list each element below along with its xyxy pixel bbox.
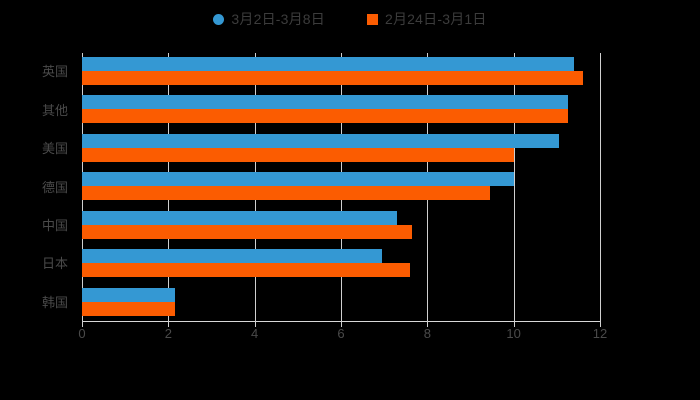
legend-item-series-1[interactable]: 3月2日-3月8日 [213, 12, 325, 26]
bar-series-1[interactable] [82, 95, 568, 110]
x-tick-mark [341, 322, 342, 327]
bar-series-2[interactable] [82, 301, 175, 316]
x-tick-mark [82, 322, 83, 327]
bar-series-1[interactable] [82, 210, 398, 225]
bar-series-2[interactable] [82, 263, 411, 278]
gridline [513, 53, 515, 322]
x-tick-mark [600, 322, 601, 327]
x-tick-mark [254, 322, 256, 327]
x-tick-label: 2 [164, 326, 172, 341]
bar-series-2[interactable] [82, 109, 568, 124]
bar-series-1[interactable] [82, 133, 559, 148]
x-tick-mark [427, 322, 429, 327]
bar-series-2[interactable] [82, 224, 413, 239]
legend-label-series-1: 3月2日-3月8日 [231, 11, 325, 27]
bar-series-1[interactable] [82, 287, 175, 302]
y-axis-labels: 英国其他美国德国中国日本韩国 [0, 53, 76, 322]
x-tick-label: 6 [337, 326, 345, 341]
bar-group [82, 130, 600, 168]
y-tick-label: 日本 [41, 256, 68, 272]
bar-group [82, 284, 600, 322]
y-tick-label: 英国 [41, 64, 68, 80]
x-axis-labels: 0 2 4 6 8 10 12 [0, 327, 700, 347]
bar-series-1[interactable] [82, 172, 514, 187]
legend-square-marker-icon [367, 13, 378, 25]
bar-group [82, 245, 600, 283]
legend-circle-marker-icon [213, 13, 225, 25]
y-tick-label: 其他 [41, 102, 68, 118]
x-tick-label: 4 [251, 326, 259, 341]
x-tick-label: 10 [506, 326, 521, 341]
y-tick-label: 德国 [41, 179, 68, 195]
bar-series-2[interactable] [82, 71, 583, 85]
y-tick-label: 中国 [41, 217, 68, 233]
bar-series-2[interactable] [82, 147, 514, 162]
bar-series-2[interactable] [82, 186, 490, 201]
legend-label-series-2: 2月24日-3月1日 [385, 11, 487, 27]
x-tick-label: 12 [592, 326, 608, 341]
bar-series-1[interactable] [82, 249, 382, 264]
plot-area [82, 53, 601, 322]
x-tick-mark [168, 322, 170, 327]
bar-series-1[interactable] [82, 57, 575, 71]
chart-legend: 3月2日-3月8日 2月24日-3月1日 [0, 6, 700, 32]
y-tick-label: 美国 [41, 141, 68, 157]
x-tick-label: 0 [78, 326, 86, 341]
bar-group [82, 53, 600, 91]
legend-item-series-2[interactable]: 2月24日-3月1日 [367, 12, 487, 26]
bar-group [82, 207, 600, 245]
gridline [600, 53, 601, 322]
y-tick-label: 韩国 [41, 294, 68, 310]
bar-group [82, 168, 600, 206]
x-tick-label: 8 [423, 326, 431, 341]
bar-group [82, 91, 600, 129]
x-tick-mark [513, 322, 515, 327]
